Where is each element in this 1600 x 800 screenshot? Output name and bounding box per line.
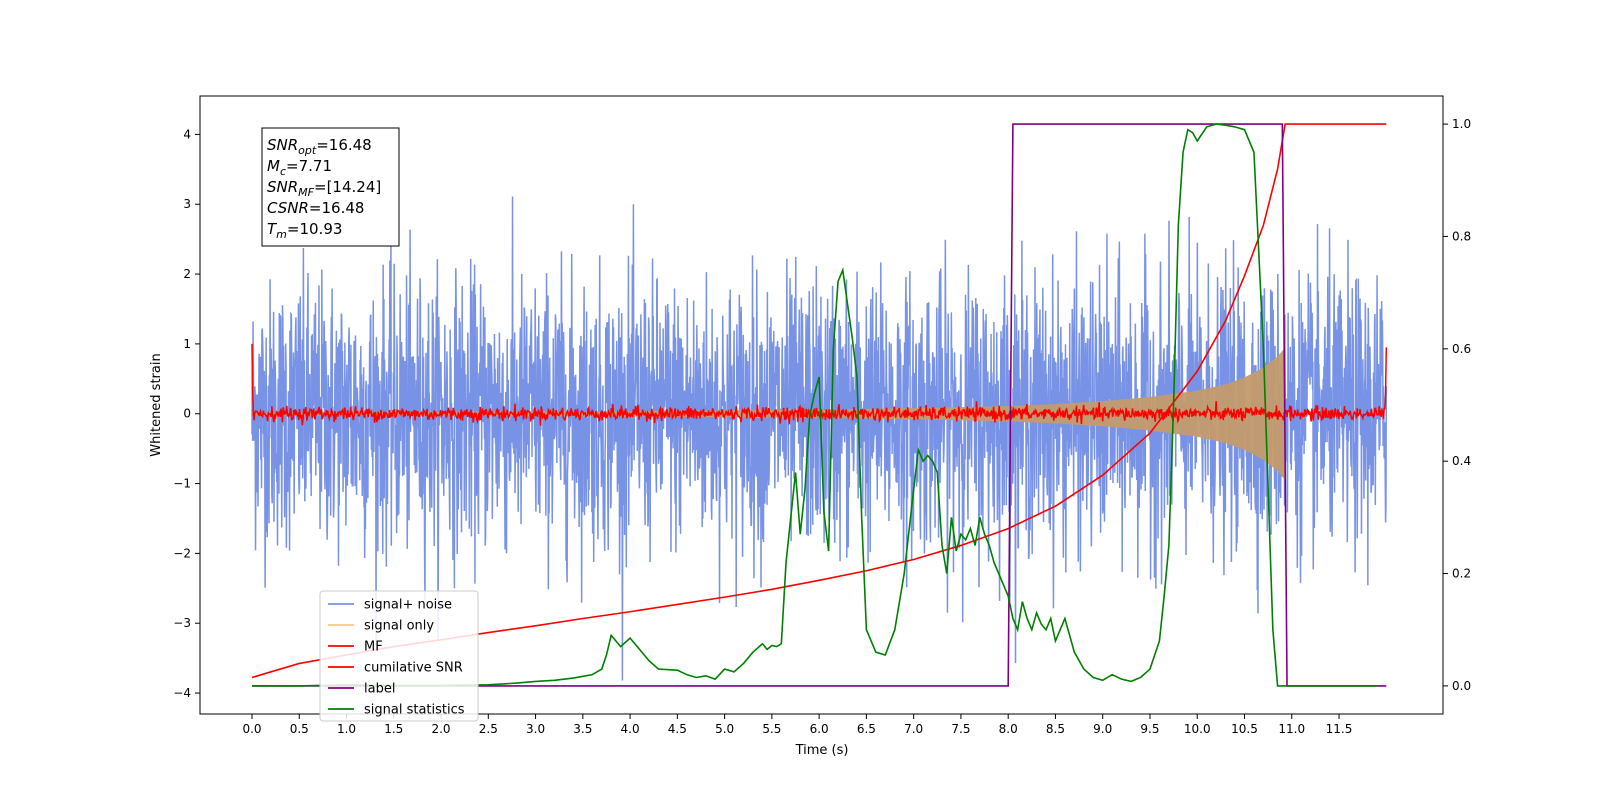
x-tick-label: 11.5	[1326, 722, 1353, 736]
series-mf-line	[251, 343, 1388, 426]
x-tick-label: 9.5	[1140, 722, 1159, 736]
series-signal-noise-line	[251, 196, 1388, 681]
legend-frame	[319, 590, 479, 722]
y-axis-label: Whitened strain	[149, 353, 164, 456]
legend-item-label: signal statistics	[364, 703, 465, 718]
x-axis-label: Time (s)	[795, 743, 849, 758]
x-tick-label: 5.5	[762, 722, 781, 736]
x-tick-label: 3.0	[526, 722, 545, 736]
legend-item-label: label	[364, 682, 395, 697]
legend-item-label: MF	[364, 640, 383, 655]
y-tick-label: 2	[183, 267, 191, 281]
x-tick-label: 2.5	[479, 722, 498, 736]
x-tick-label: 8.5	[1046, 722, 1065, 736]
series-signal-statistics-line	[251, 123, 1377, 687]
x-tick-label: 5.0	[715, 722, 734, 736]
y2-tick-label: 0.2	[1452, 567, 1471, 581]
x-tick-label: 4.5	[668, 722, 687, 736]
annotation-line: SNRopt=16.48	[267, 136, 372, 157]
stats-annotation-box: SNRopt=16.48Mc=7.71SNRMF=[14.24]CSNR=16.…	[261, 127, 400, 247]
x-tick-label: 0.0	[242, 722, 261, 736]
legend-item-label: cumilative SNR	[364, 661, 463, 676]
y-axis-left: −4 −3 −2 −1 0 1 2 3 4	[173, 127, 200, 700]
plot-frame	[199, 95, 1444, 715]
y-tick-label: −1	[173, 477, 191, 491]
x-tick-label: 9.0	[1093, 722, 1112, 736]
y2-tick-label: 0.6	[1452, 342, 1471, 356]
annotation-line: SNRMF=[14.24]	[267, 178, 381, 199]
x-tick-label: 7.0	[904, 722, 923, 736]
x-tick-label: 0.5	[290, 722, 309, 736]
y-tick-label: 4	[183, 127, 191, 141]
x-tick-label: 6.0	[810, 722, 829, 736]
x-tick-label: 10.5	[1231, 722, 1258, 736]
x-tick-label: 8.0	[999, 722, 1018, 736]
x-axis: 0.0 0.5 1.0 1.5 2.0 2.5 3.0 3.5 4.0 4.5 5.0 5.5 6.0 6…	[242, 714, 1352, 736]
legend-item-label: signal+ noise	[364, 598, 452, 613]
x-tick-label: 7.5	[951, 722, 970, 736]
y-tick-label: −2	[173, 546, 191, 560]
legend: signal+ noise signal only MF cumilative SNR…	[319, 590, 479, 722]
annotation-line: CSNR=16.48	[267, 199, 364, 217]
y2-tick-label: 0.0	[1452, 679, 1471, 693]
series-signal-only-area	[251, 347, 1286, 481]
x-tick-label: 2.0	[431, 722, 450, 736]
legend-item-label: signal only	[364, 619, 434, 634]
x-tick-label: 1.5	[384, 722, 403, 736]
x-tick-label: 11.0	[1278, 722, 1305, 736]
annotation-line: Tm=10.93	[267, 220, 342, 241]
x-tick-label: 1.0	[337, 722, 356, 736]
y-tick-label: 1	[183, 337, 191, 351]
x-tick-label: 4.0	[621, 722, 640, 736]
annotation-frame	[261, 127, 400, 247]
x-tick-label: 6.5	[857, 722, 876, 736]
y-tick-label: −4	[173, 686, 191, 700]
y-tick-label: −3	[173, 616, 191, 630]
y-tick-label: 3	[183, 197, 191, 211]
y2-tick-label: 0.4	[1452, 454, 1471, 468]
y2-tick-label: 0.8	[1452, 229, 1471, 243]
x-tick-label: 10.0	[1184, 722, 1211, 736]
y-tick-label: 0	[183, 407, 191, 421]
y2-tick-label: 1.0	[1452, 117, 1471, 131]
annotation-line: Mc=7.71	[267, 157, 332, 178]
y-axis-right: 0.0 0.2 0.4 0.6 0.8 1.0	[1443, 117, 1471, 693]
x-tick-label: 3.5	[573, 722, 592, 736]
